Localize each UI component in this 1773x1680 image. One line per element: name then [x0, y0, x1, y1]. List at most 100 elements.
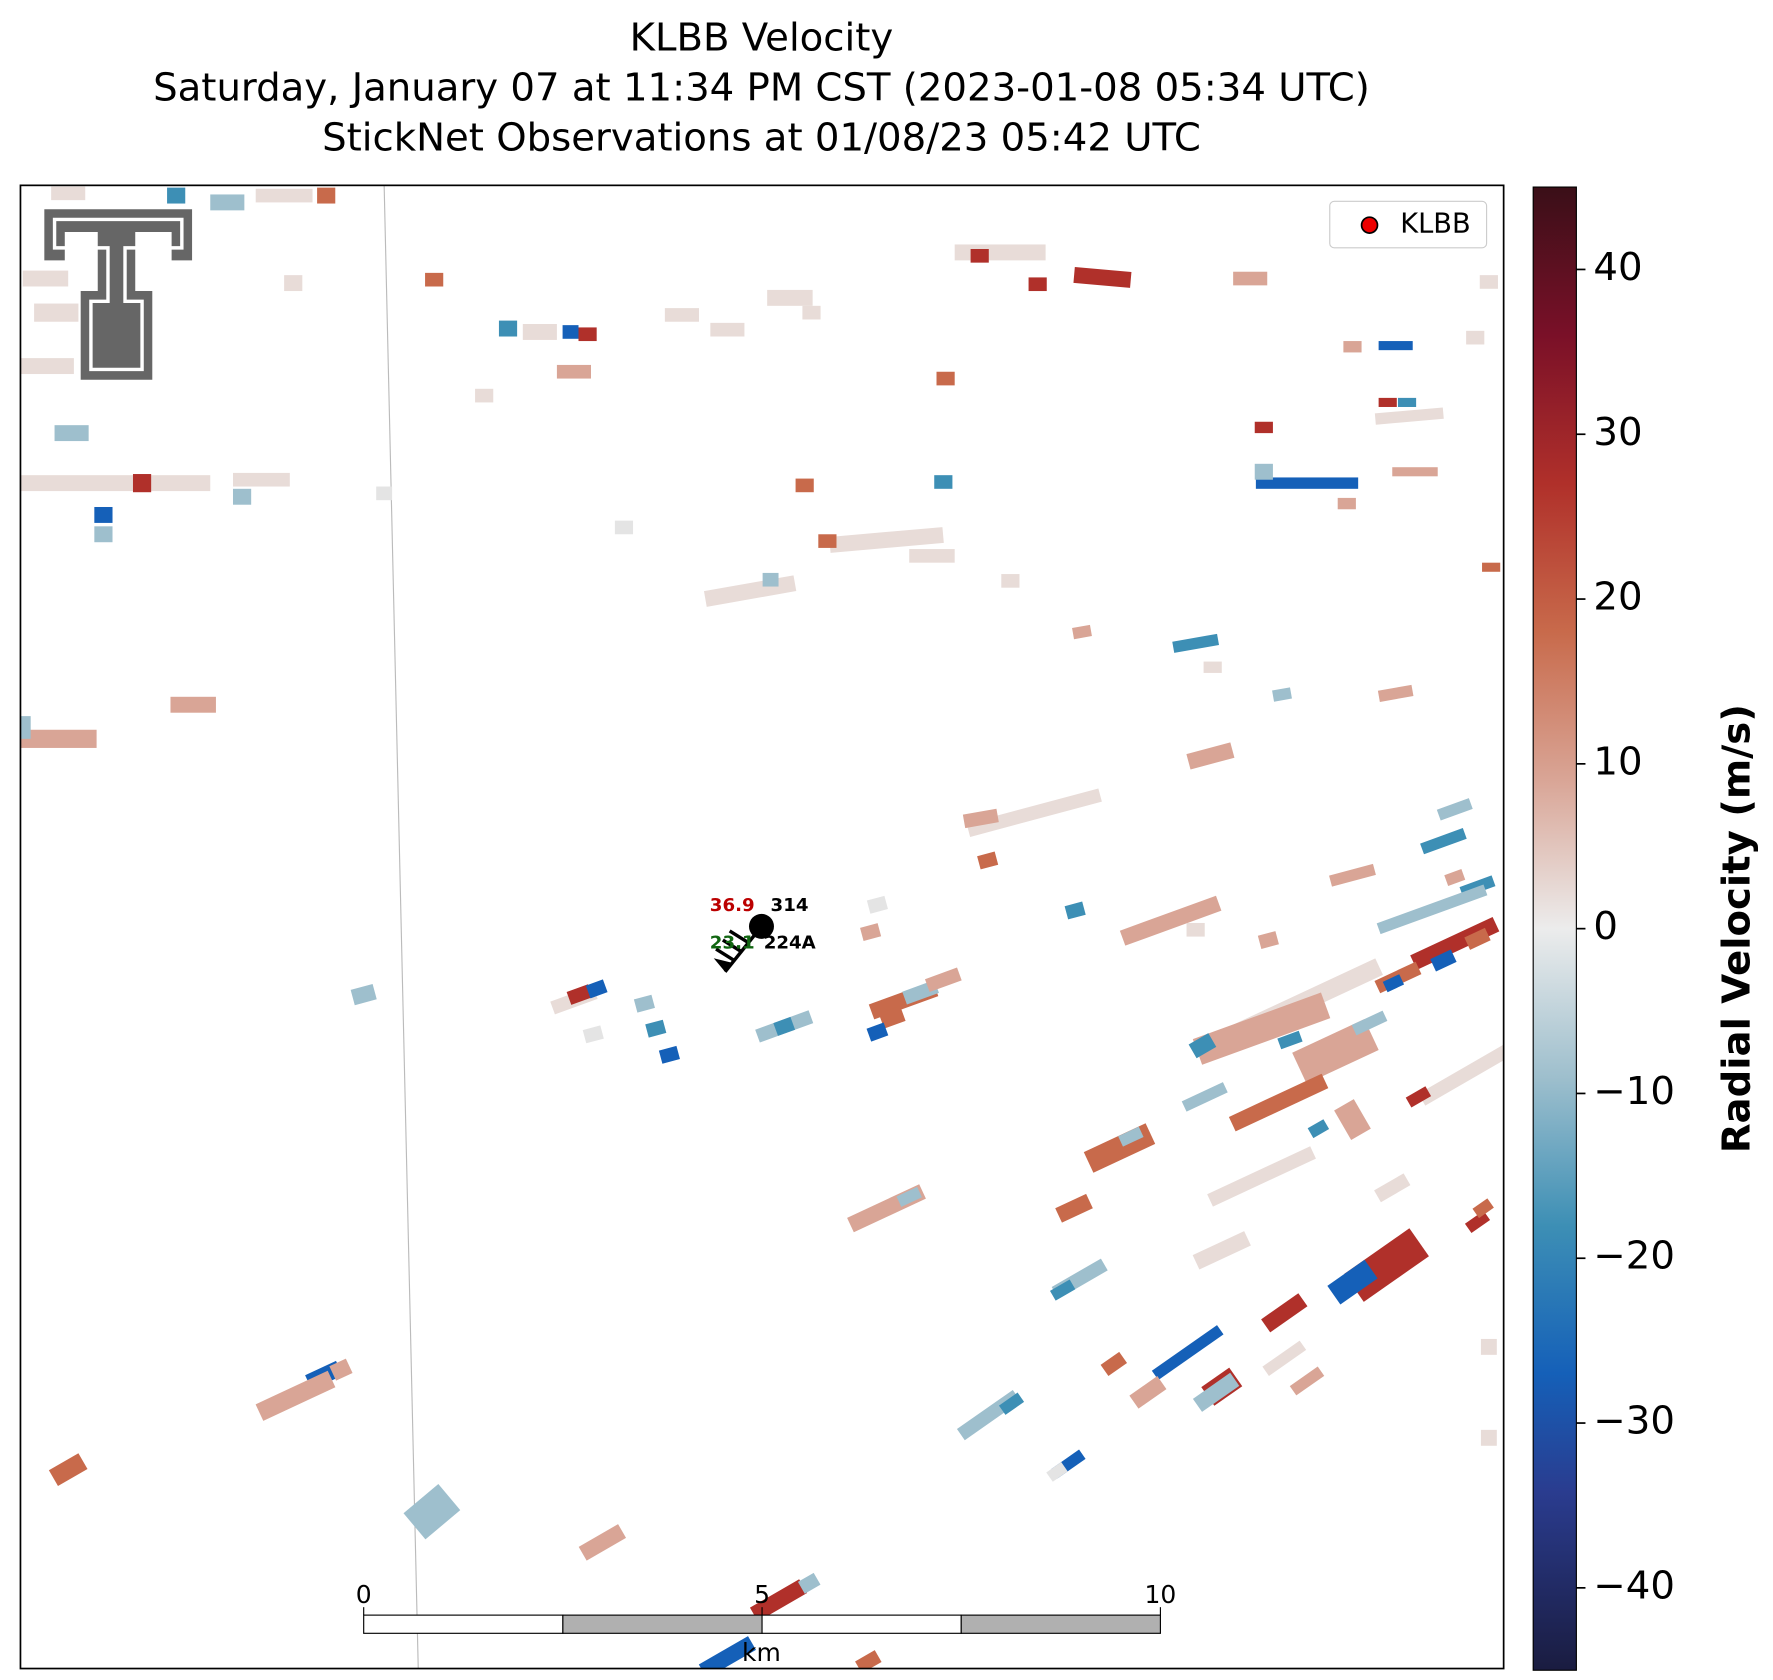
radar-gate	[1397, 397, 1417, 407]
colorbar-tick-label: 30	[1593, 410, 1642, 455]
colorbar-tick-label: 10	[1593, 739, 1642, 784]
radar-gate	[1046, 1462, 1068, 1482]
radar-gate	[350, 983, 377, 1006]
logo-outer	[42, 206, 195, 382]
scale-unit: km	[742, 1638, 781, 1667]
radar-gate	[20, 358, 74, 375]
radar-gate	[1119, 895, 1222, 946]
radar-gate	[329, 1358, 353, 1381]
radar-gate	[20, 729, 97, 748]
radar-gate	[255, 188, 313, 203]
radar-gate	[664, 308, 699, 322]
radar-gate	[51, 186, 86, 201]
radar-gate	[522, 324, 557, 340]
radar-gate	[866, 1022, 889, 1042]
radar-gate	[1151, 1325, 1224, 1381]
radar-gate	[1392, 467, 1438, 477]
colorbar-label: Radial Velocity (m/s)	[1714, 704, 1759, 1153]
radar-gate	[1192, 1372, 1240, 1412]
wind-barb	[728, 929, 749, 944]
radar-gate	[498, 320, 518, 337]
radar-gate	[1334, 1099, 1371, 1141]
radar-gate	[578, 327, 597, 342]
radar-gate	[795, 478, 814, 493]
legend[interactable]: KLBB	[1329, 200, 1488, 249]
radar-gate	[962, 808, 999, 829]
legend-marker	[1360, 216, 1379, 234]
radar-gate	[1327, 1259, 1378, 1305]
colorbar-tick-label: 0	[1593, 904, 1618, 949]
radar-gate	[966, 788, 1102, 837]
radar-gate	[936, 371, 955, 386]
radar-gate	[762, 572, 779, 587]
scale-bar: km 0 5 10	[356, 1580, 1177, 1667]
radar-gate	[1255, 477, 1359, 489]
radar-gate	[1277, 1030, 1303, 1050]
radar-gate	[1479, 275, 1498, 289]
radar-gate	[1420, 828, 1467, 855]
radar-gate	[855, 1650, 882, 1669]
scale-segment	[562, 1614, 763, 1634]
radar-gate	[556, 364, 591, 379]
radar-gate	[1307, 1119, 1330, 1139]
radar-gate	[582, 1025, 604, 1044]
radar-gate	[1374, 407, 1444, 425]
radar-gate	[1292, 1019, 1379, 1084]
legend-label[interactable]: KLBB	[1400, 209, 1470, 240]
radar-gate	[1228, 1073, 1329, 1132]
radar-gate	[1083, 1123, 1156, 1173]
colorbar-tick-label: −30	[1593, 1399, 1675, 1444]
radar-gate	[866, 895, 888, 914]
radar-gate	[1374, 1173, 1411, 1203]
map-frame	[19, 184, 1505, 1670]
radar-gate	[167, 187, 186, 204]
radar-gate	[658, 1045, 680, 1064]
radar-gate	[829, 527, 944, 553]
logo-inner	[52, 217, 184, 372]
colorbar-tick-label: −40	[1593, 1563, 1675, 1608]
station-plot: 36.9 314 23.1 224A	[710, 895, 816, 973]
title-line: Saturday, January 07 at 11:34 PM CST (20…	[153, 65, 1370, 110]
radar-gate	[94, 526, 113, 543]
radar-gate	[1186, 742, 1235, 770]
radar-gate	[1480, 1338, 1497, 1355]
radar-gate	[645, 1019, 667, 1038]
radar-gate	[954, 244, 1046, 261]
radar-gate	[1436, 798, 1473, 821]
radar-gate	[1464, 1210, 1491, 1234]
radar-gate	[1262, 1340, 1307, 1376]
wind-flag	[713, 958, 732, 972]
radar-gate	[1172, 633, 1220, 653]
radar-gate	[1192, 992, 1331, 1065]
radar-gate	[48, 1453, 88, 1487]
scale-tick-label: 10	[1144, 1580, 1176, 1609]
dewpoint: 23.1	[710, 932, 755, 953]
radar-gate	[210, 194, 245, 211]
legend-box	[1329, 200, 1488, 249]
radar-gate	[20, 475, 211, 492]
radar-gate	[1073, 267, 1132, 288]
radar-gate	[1028, 277, 1047, 292]
radar-gate	[1001, 574, 1020, 588]
station-marker	[748, 913, 774, 939]
radar-gate	[1257, 931, 1279, 949]
radar-gate	[1382, 974, 1405, 993]
radar-gate	[1129, 1376, 1167, 1409]
temperature: 36.9	[710, 895, 755, 916]
radar-gate	[1261, 1293, 1308, 1333]
radar-gate	[1254, 421, 1273, 434]
radar-gate	[1055, 1193, 1093, 1223]
radar-gate	[767, 289, 813, 306]
radar-gate	[232, 472, 290, 487]
radar-gate	[1100, 1351, 1128, 1377]
radar-gate	[860, 923, 882, 941]
radar-gate	[1376, 884, 1488, 935]
radar-gate	[1289, 1366, 1325, 1396]
radar-gate	[1329, 863, 1376, 887]
radar-gate	[1203, 661, 1222, 673]
radar-gate	[1444, 869, 1466, 886]
radar-gate	[1118, 1126, 1144, 1147]
radar-gate	[1430, 949, 1457, 972]
radar-gate	[1410, 917, 1500, 970]
